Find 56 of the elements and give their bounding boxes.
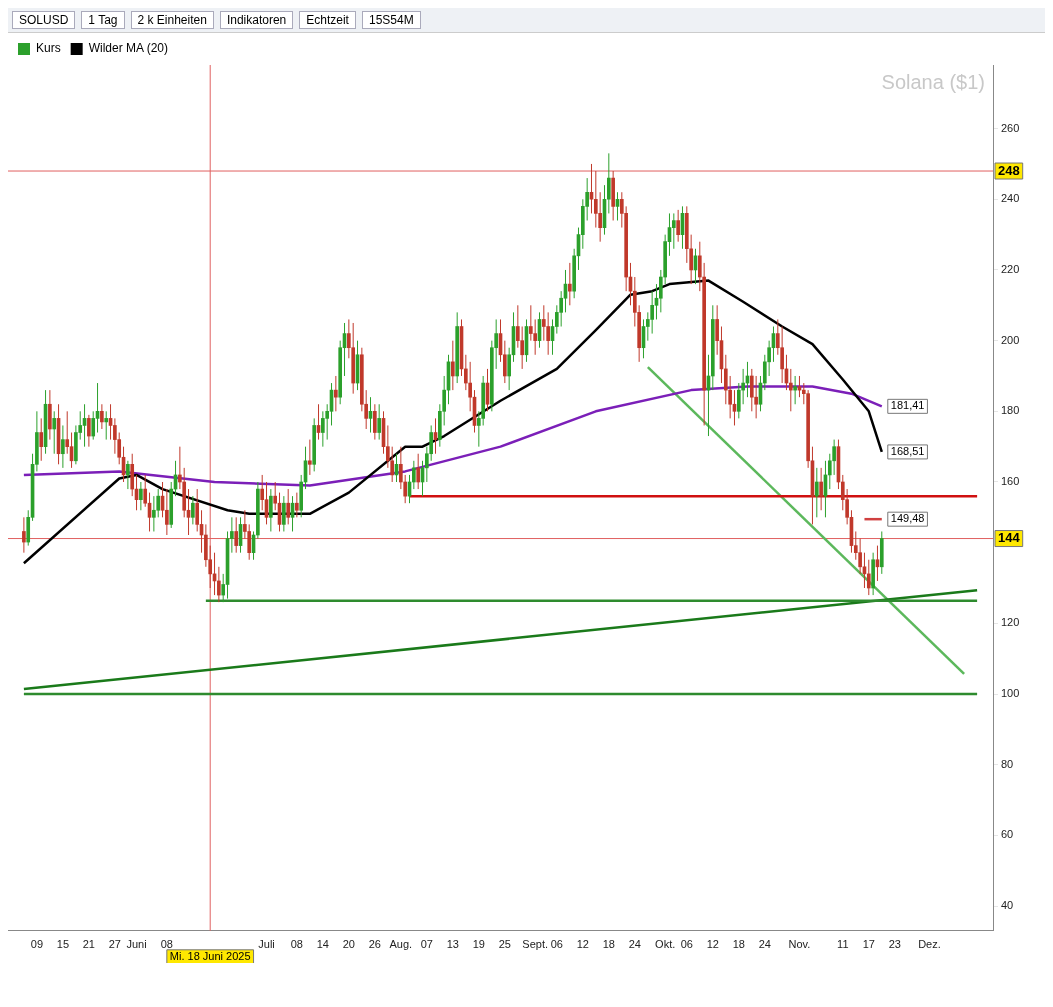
legend-label: Kurs: [36, 41, 61, 56]
x-tick-label: 21: [82, 938, 95, 951]
text: 1 Tag: [81, 11, 125, 29]
x-tick-label: 13: [446, 938, 459, 951]
y-tick-label: 260: [1001, 121, 1020, 134]
x-tick-label: 08: [290, 938, 303, 951]
x-tick-label: Juni: [126, 938, 147, 951]
x-tick-label: 08: [160, 938, 173, 951]
x-tick-label: Aug.: [389, 938, 413, 951]
ref-line-label: 248: [998, 162, 1020, 178]
text: Echtzeit: [299, 11, 356, 29]
x-tick-label: 09: [30, 938, 44, 951]
legend-label: Wilder MA (20): [88, 41, 169, 56]
text: 15S54M: [361, 11, 421, 29]
x-tick-label: 24: [628, 938, 641, 951]
y-tick-label: 200: [1001, 333, 1020, 346]
x-tick-label: 18: [602, 938, 615, 951]
data-label: 168,51: [890, 444, 925, 457]
x-tick-label: Okt.: [655, 938, 676, 951]
x-tick-label: 25: [498, 938, 511, 951]
x-tick-label: 07: [420, 938, 433, 951]
y-tick-label: 120: [1001, 616, 1020, 629]
x-tick-label: Dez.: [918, 938, 941, 951]
y-tick-label: 180: [1001, 404, 1020, 417]
data-label: 181,41: [890, 399, 925, 412]
y-tick-label: 240: [1001, 192, 1020, 205]
ref-line-label: Mi. 18 Juni 2025: [169, 949, 251, 962]
y-tick-label: 100: [1001, 687, 1020, 700]
x-tick-label: 17: [862, 938, 875, 951]
x-tick-label: 26: [368, 938, 381, 951]
x-tick-label: 24: [758, 938, 771, 951]
x-tick-label: 19: [472, 938, 485, 951]
x-tick-label: 12: [576, 938, 589, 951]
x-tick-label: 06: [550, 938, 563, 951]
x-tick-label: 14: [316, 938, 329, 951]
x-tick-label: 23: [888, 938, 901, 951]
text: SOLUSD: [12, 11, 76, 29]
data-label: 149,48: [890, 512, 925, 525]
x-tick-label: 20: [342, 938, 355, 951]
x-tick-label: 27: [108, 938, 121, 951]
x-tick-label: Nov.: [788, 938, 811, 951]
text: 2 k Einheiten: [130, 11, 214, 29]
x-tick-label: Sept.: [522, 938, 549, 951]
x-tick-label: 06: [680, 938, 693, 951]
ref-line-label: 144: [998, 530, 1021, 546]
x-tick-label: 15: [56, 938, 70, 951]
y-tick-label: 220: [1001, 263, 1020, 275]
y-tick-label: 40: [1001, 899, 1014, 912]
x-tick-label: Juli: [258, 938, 275, 951]
x-tick-label: 11: [837, 938, 849, 951]
y-tick-label: 160: [1001, 475, 1020, 488]
text: Indikatoren: [219, 11, 294, 29]
x-tick-label: 12: [706, 938, 719, 951]
x-tick-label: 18: [732, 938, 745, 951]
y-tick-label: 80: [1001, 757, 1014, 770]
y-tick-label: 60: [1001, 828, 1014, 841]
